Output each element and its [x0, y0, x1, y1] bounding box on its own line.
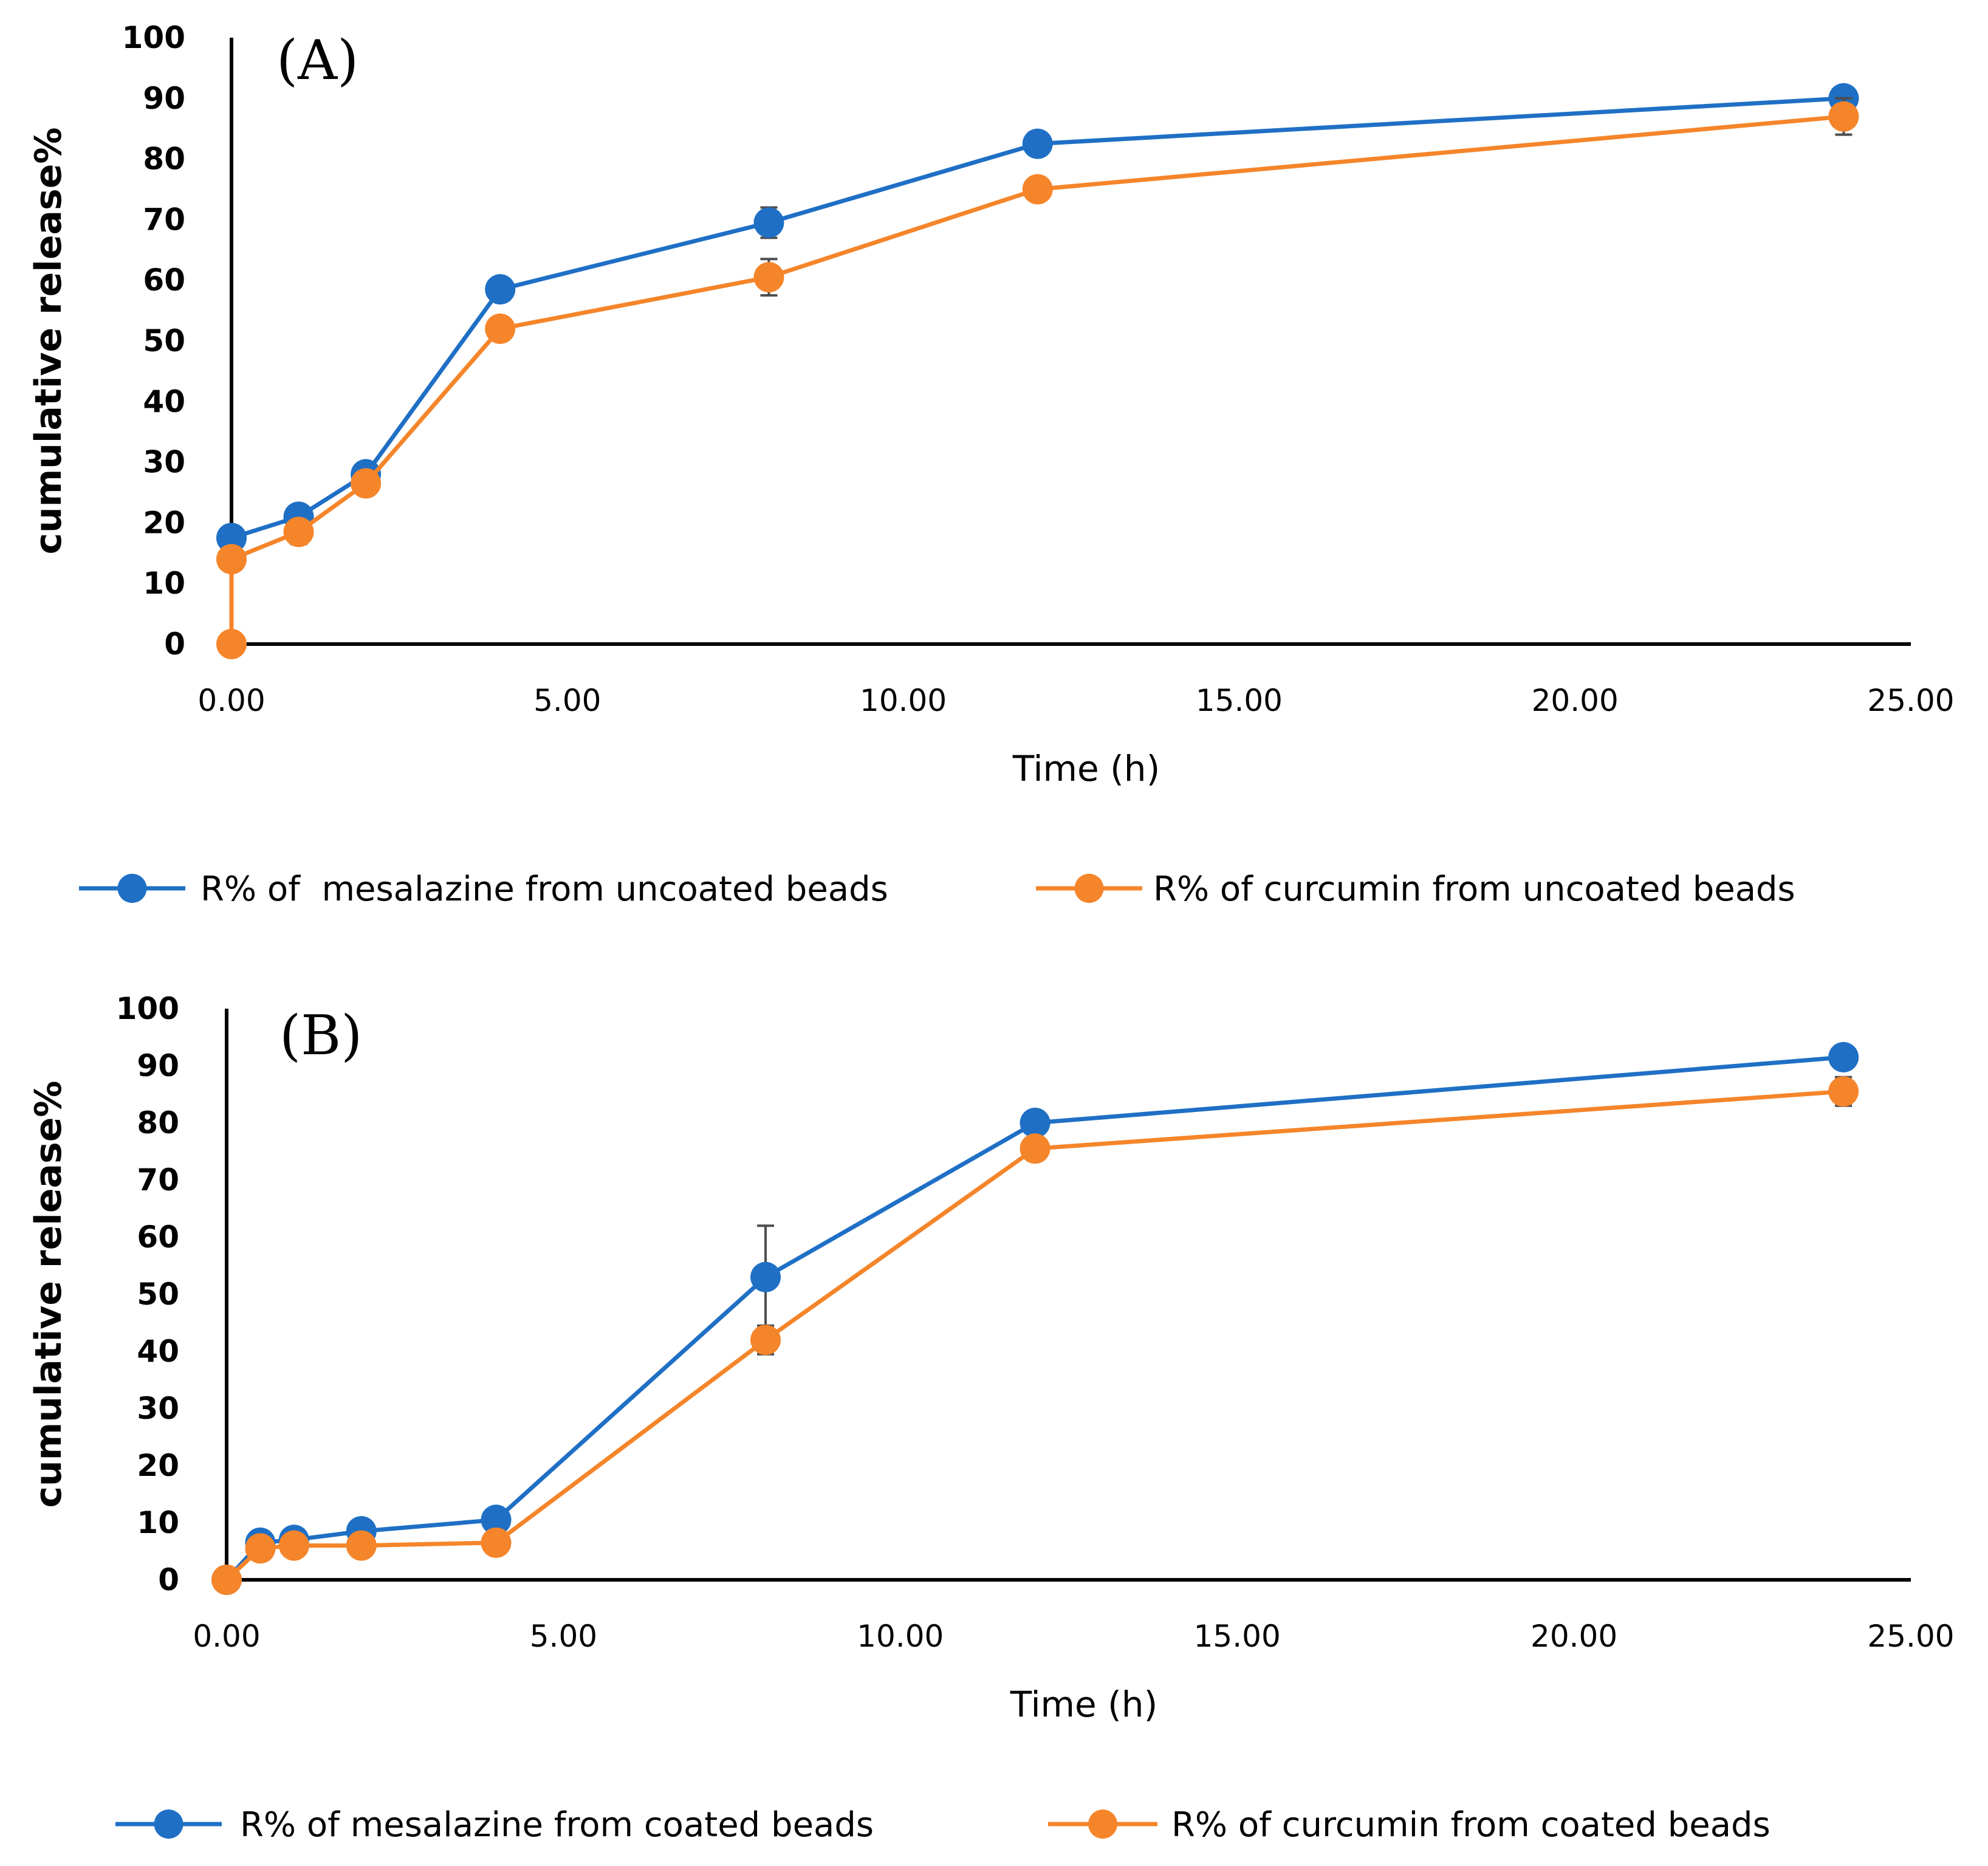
y-tick-label: 0 [158, 1562, 179, 1597]
y-tick-label: 40 [143, 384, 185, 419]
x-tick-label: 5.00 [530, 1619, 597, 1654]
data-point [216, 523, 247, 554]
legend-label: R% of curcumin from coated beads [1171, 1805, 1770, 1845]
y-tick-label: 100 [116, 991, 179, 1026]
panel-label: (A) [276, 29, 358, 92]
chart-panel-a: 0.00 5.00 10.00 15.00 20.00 25.00 0 10 20 30 40 50 6… [27, 20, 1955, 909]
data-point [283, 516, 314, 547]
data-point [1020, 1133, 1051, 1164]
y-tick-label: 50 [143, 323, 185, 358]
legend-marker [117, 874, 147, 903]
series-2 [216, 97, 1859, 659]
y-tick-label: 30 [137, 1391, 179, 1426]
data-point [753, 262, 784, 293]
series-1 [216, 83, 1859, 554]
y-tick-label: 20 [143, 505, 185, 540]
y-tick-label: 70 [137, 1162, 179, 1198]
x-tick-label: 20.00 [1532, 683, 1619, 718]
x-axis-title: Time (h) [1012, 748, 1160, 789]
y-tick-label: 10 [143, 566, 185, 601]
x-tick-label: 0.00 [197, 683, 265, 718]
x-tick-label: 5.00 [533, 683, 601, 718]
legend-entry: R% of mesalazine from uncoated beads [79, 870, 888, 909]
data-point [1828, 1076, 1859, 1107]
data-point [216, 544, 247, 575]
legend-label: R% of curcumin from uncoated beads [1153, 870, 1795, 909]
series-line [230, 96, 1844, 540]
legend-entry: R% of mesalazine from coated beads [115, 1805, 874, 1845]
data-point [278, 1530, 309, 1561]
series-1 [211, 1041, 1859, 1595]
legend-marker [1074, 874, 1104, 903]
data-point [481, 1527, 512, 1558]
data-point [216, 629, 247, 659]
y-tick-label: 100 [122, 20, 185, 55]
data-point [211, 1565, 242, 1595]
x-tick-label: 0.00 [193, 1619, 260, 1654]
series-2 [211, 1075, 1859, 1595]
y-tick-label: 90 [143, 81, 185, 116]
y-tick-label: 80 [137, 1105, 179, 1141]
x-axis-title: Time (h) [1010, 1684, 1157, 1725]
chart-panel-b: 0.00 5.00 10.00 15.00 20.00 25.00 0 10 20 30 40 50 6… [27, 991, 1955, 1845]
legend-entry: R% of curcumin from coated beads [1048, 1805, 1770, 1845]
data-point [1828, 101, 1859, 132]
panel-label: (B) [279, 1004, 362, 1068]
y-axis-title: cumulative release% [27, 127, 70, 554]
y-axis-title: cumulative release% [27, 1080, 70, 1508]
x-tick-label: 25.00 [1867, 683, 1954, 718]
y-tick-label: 60 [137, 1219, 179, 1255]
x-tick-label: 20.00 [1530, 1619, 1617, 1654]
legend-label: R% of mesalazine from uncoated beads [201, 870, 888, 909]
x-tick-label: 10.00 [860, 683, 947, 718]
legend-marker [154, 1809, 183, 1839]
x-tick-label: 10.00 [857, 1619, 944, 1654]
y-tick-label: 20 [137, 1448, 179, 1483]
y-tick-label: 0 [164, 626, 185, 662]
legend-label: R% of mesalazine from coated beads [240, 1805, 874, 1845]
data-point [1022, 128, 1053, 159]
y-tick-label: 60 [143, 262, 185, 298]
data-point [753, 207, 784, 238]
x-tick-label: 15.00 [1196, 683, 1283, 718]
y-tick-label: 40 [137, 1334, 179, 1369]
y-tick-label: 50 [137, 1277, 179, 1312]
data-point [750, 1325, 781, 1356]
data-point [346, 1530, 377, 1561]
data-point [485, 274, 516, 305]
data-point [750, 1261, 781, 1292]
data-point [1020, 1108, 1051, 1138]
y-tick-label: 90 [137, 1048, 179, 1083]
y-tick-label: 30 [143, 445, 185, 480]
y-tick-label: 80 [143, 142, 185, 177]
data-point [351, 468, 382, 499]
legend-entry: R% of curcumin from uncoated beads [1036, 870, 1795, 909]
y-tick-label: 70 [143, 202, 185, 237]
data-point [485, 314, 516, 345]
series-line [225, 1089, 1844, 1582]
data-point [1828, 1041, 1859, 1072]
data-point [1022, 174, 1053, 205]
data-point [245, 1533, 276, 1564]
x-tick-label: 15.00 [1194, 1619, 1281, 1654]
legend-marker [1088, 1809, 1117, 1839]
x-tick-label: 25.00 [1867, 1619, 1954, 1654]
y-tick-label: 10 [137, 1505, 179, 1540]
data-point [481, 1504, 512, 1535]
